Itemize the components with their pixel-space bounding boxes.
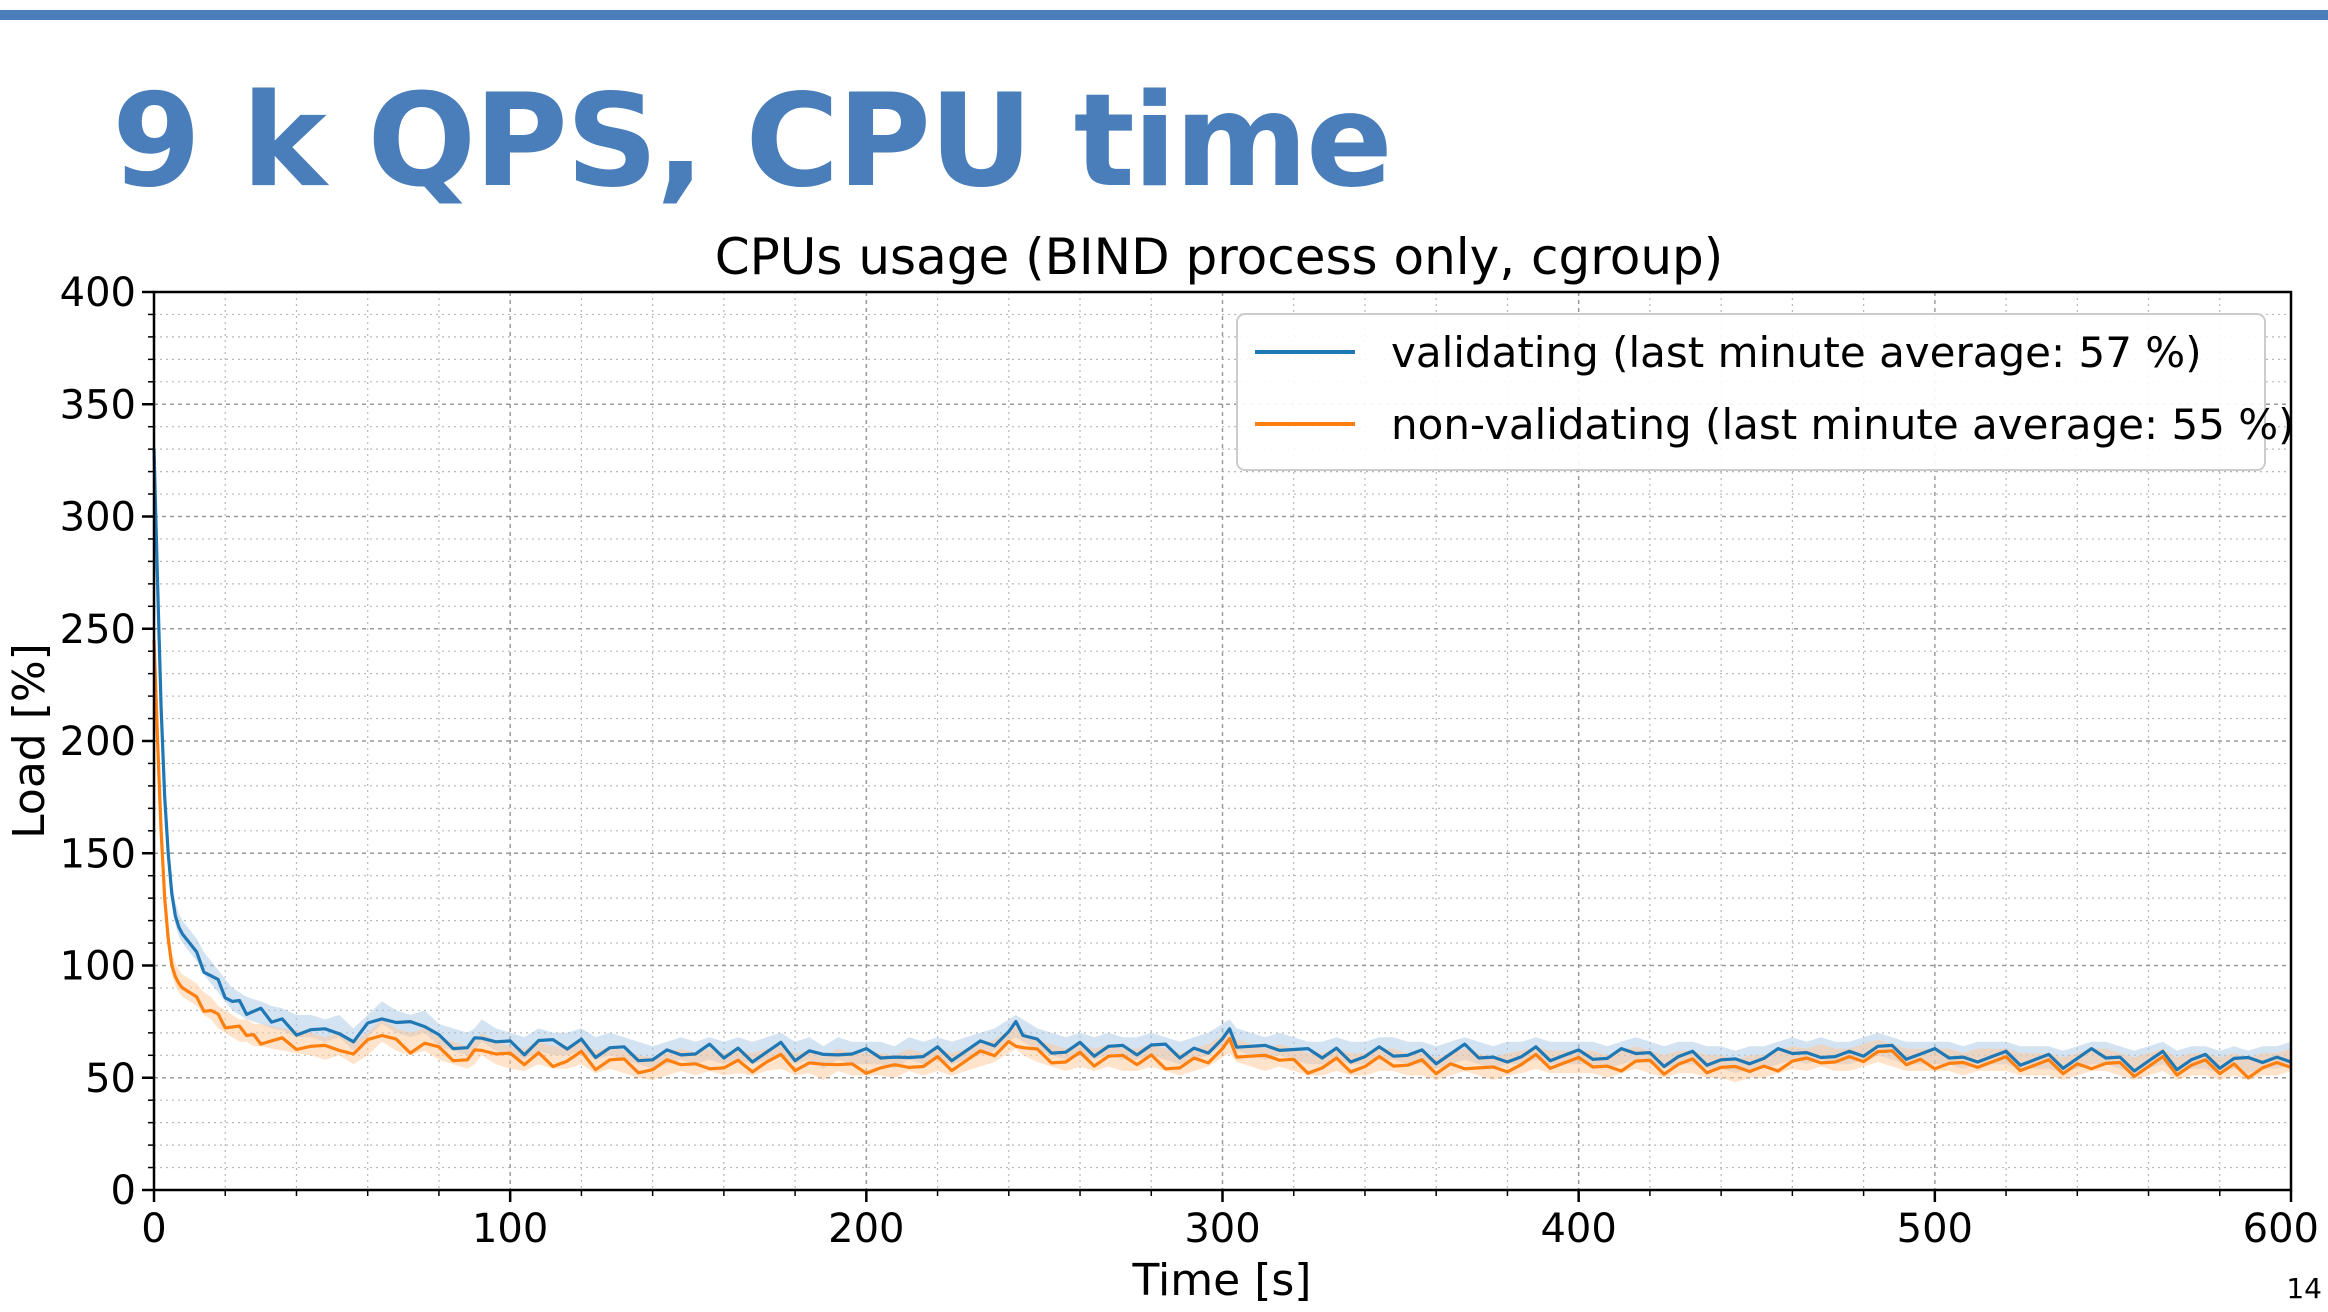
series-lines [152, 449, 2292, 1080]
y-tick-label: 150 [60, 831, 136, 877]
x-tick-label: 300 [1184, 1206, 1260, 1252]
y-tick-label: 250 [60, 607, 136, 653]
y-tick-label: 50 [85, 1056, 136, 1102]
legend-label-non-validating: non-validating (last minute average: 55 … [1391, 400, 2295, 449]
x-tick-label: 0 [141, 1206, 166, 1252]
series-line-0 [152, 449, 2292, 1073]
y-tick-label: 300 [60, 495, 136, 541]
x-tick-label: 400 [1540, 1206, 1616, 1252]
y-tick-label: 0 [111, 1168, 136, 1214]
y-tick-label: 350 [60, 382, 136, 428]
axis-ticks [142, 290, 2293, 1202]
confidence-bands [154, 435, 2291, 1083]
y-tick-label: 100 [60, 944, 136, 990]
slide-title: 9 k QPS, CPU time [112, 67, 1393, 216]
x-tick-labels: 0 100 200 300 400 500 600 [141, 1206, 2319, 1252]
legend-box [1236, 313, 2266, 471]
top-accent-bar [0, 10, 2328, 20]
x-tick-label: 100 [472, 1206, 548, 1252]
y-tick-label: 400 [60, 270, 136, 316]
legend: validating (last minute average: 57 %) n… [1236, 313, 2295, 471]
chart-title: CPUs usage (BIND process only, cgroup) [715, 228, 1724, 286]
series-line-1 [152, 639, 2292, 1080]
x-tick-label: 500 [1897, 1206, 1973, 1252]
x-tick-label: 200 [828, 1206, 904, 1252]
x-axis-label: Time [s] [1132, 1255, 1312, 1306]
y-axis-label: Load [%] [4, 643, 55, 839]
series-band-1 [154, 626, 2291, 1083]
y-tick-label: 200 [60, 719, 136, 765]
page-number: 14 [2286, 1272, 2322, 1305]
series-band-0 [154, 435, 2291, 1074]
x-tick-label: 600 [2243, 1206, 2319, 1252]
y-tick-labels: 0 50 100 150 200 250 300 350 400 [60, 270, 136, 1214]
legend-label-validating: validating (last minute average: 57 %) [1391, 328, 2202, 377]
